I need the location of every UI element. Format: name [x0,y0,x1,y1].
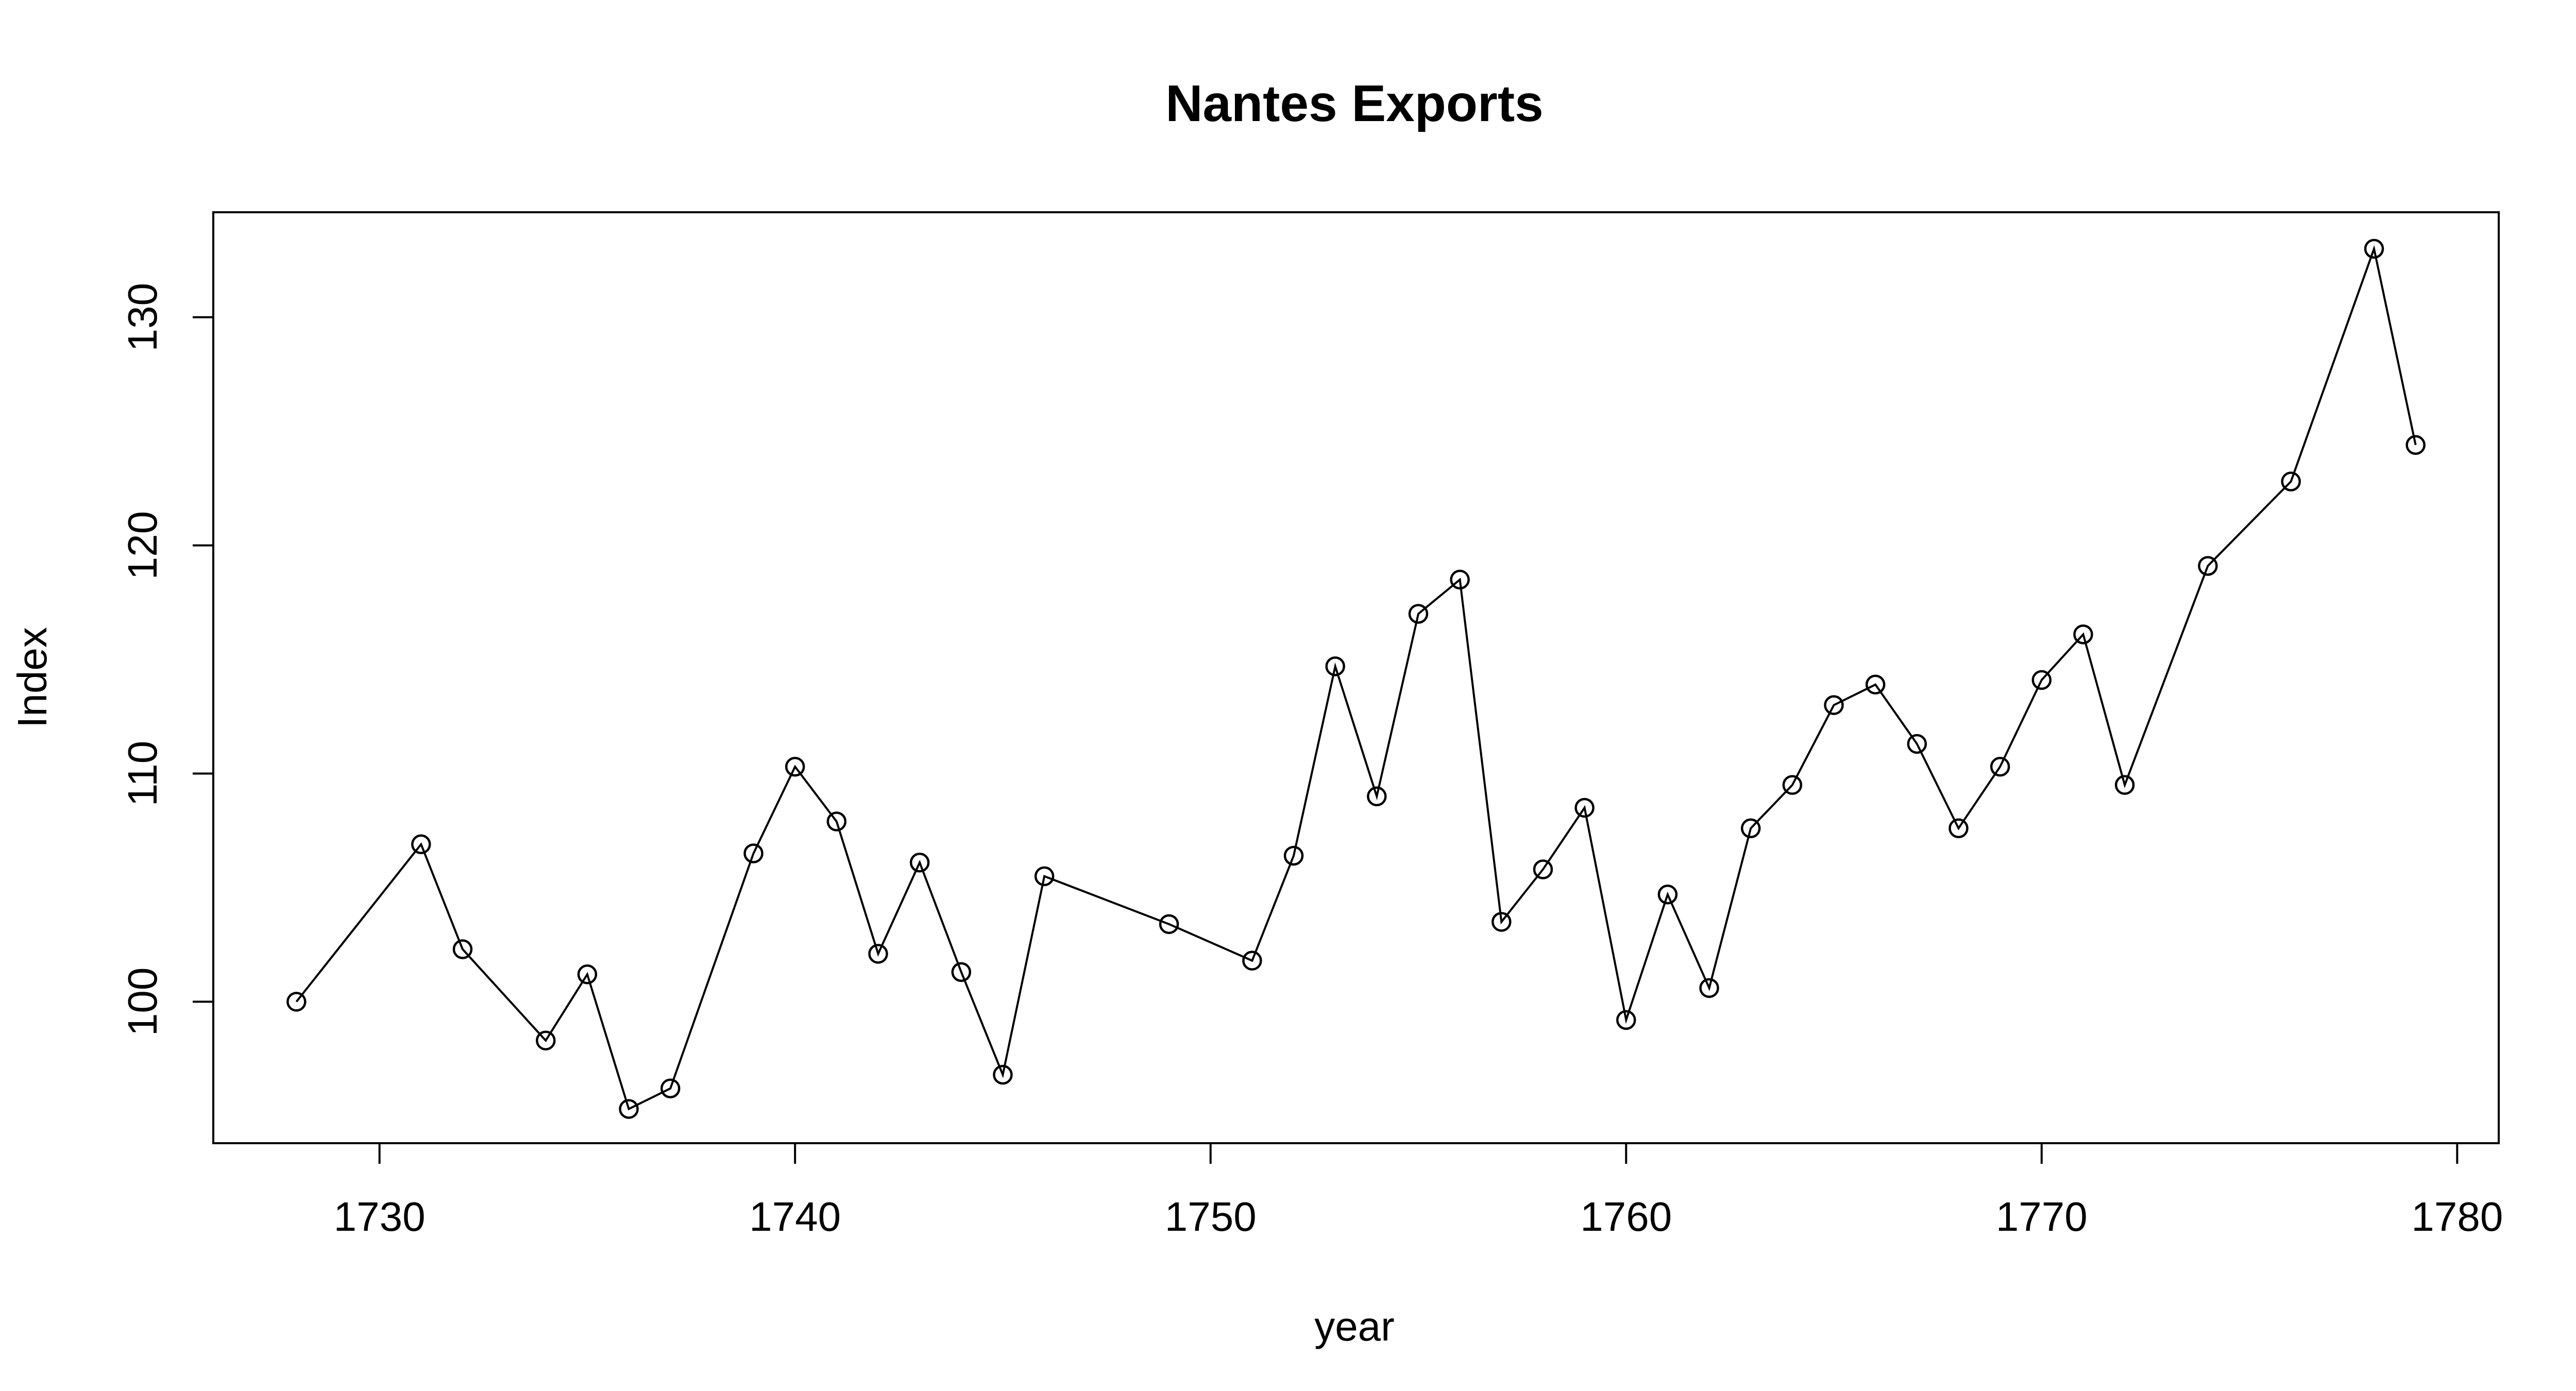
y-axis: 100 110 120 130 [120,283,214,1036]
y-tick-label: 110 [120,741,165,807]
data-point [2073,624,2093,644]
data-point [619,1099,639,1119]
data-point [1325,656,1345,676]
x-tick-label: 1740 [749,1194,841,1240]
data-point [1408,604,1429,624]
data-point [1034,866,1055,887]
data-point [909,852,930,873]
data-point [1740,818,1761,839]
y-axis-label: Index [9,627,55,728]
data-point [1699,978,1719,998]
data-point [743,843,764,863]
data-point [1533,859,1553,879]
data-point [1367,786,1387,807]
data-point [1657,884,1678,905]
data-point [1574,798,1595,818]
data-point [660,1078,681,1098]
data-point [2114,775,2135,795]
x-axis: 1730 1740 1750 1760 1770 1780 [334,1142,2503,1240]
y-tick-label: 130 [120,283,165,351]
x-tick-label: 1750 [1165,1194,1257,1240]
data-point [452,939,473,959]
series-group [286,239,2426,1119]
data-point [1450,569,1470,590]
data-point [2198,556,2218,576]
data-point [1948,818,1969,839]
data-point [2031,670,2052,690]
data-point [1242,951,1262,971]
data-point [286,992,307,1012]
data-point [1492,912,1512,932]
data-point [1824,695,1844,715]
data-point [411,834,431,855]
data-point [1782,775,1803,795]
data-point [1865,674,1886,695]
data-point [1990,756,2010,777]
data-point [826,811,847,832]
data-point [1283,845,1304,866]
data-point [2364,239,2384,259]
data-point [1159,914,1179,935]
x-tick-label: 1770 [1996,1194,2088,1240]
data-point [868,944,888,964]
series-line [295,245,2417,1111]
data-point [2281,471,2301,491]
data-point [785,756,805,777]
x-tick-label: 1730 [334,1194,426,1240]
data-point [535,1030,556,1050]
x-tick-label: 1780 [2411,1194,2503,1240]
data-point [951,962,972,982]
y-tick-label: 120 [120,511,165,580]
x-axis-label: year [1314,1303,1395,1349]
chart-title: Nantes Exports [1165,75,1544,132]
data-point [1907,734,1927,754]
x-tick-label: 1760 [1580,1194,1672,1240]
data-point [993,1064,1013,1085]
y-tick-label: 100 [120,968,165,1036]
data-point [577,964,598,985]
data-point [2405,435,2426,455]
data-point [1616,1010,1636,1030]
plot-frame [212,211,2500,1144]
